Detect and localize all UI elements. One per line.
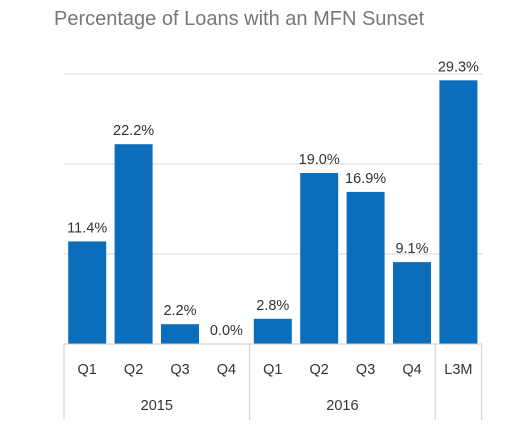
- bar: [114, 144, 153, 344]
- bar: [439, 80, 478, 345]
- category-label: Q3: [356, 362, 375, 378]
- data-label: 2.2%: [163, 303, 196, 319]
- data-label: 29.3%: [438, 59, 479, 75]
- bar: [68, 241, 107, 344]
- group-label: 2015: [141, 398, 173, 414]
- category-label: Q1: [78, 362, 97, 378]
- category-label: Q4: [217, 362, 236, 378]
- bar: [346, 191, 385, 344]
- data-label: 11.4%: [67, 220, 107, 236]
- bar: [161, 324, 199, 344]
- category-label: Q1: [263, 362, 282, 378]
- category-label: Q2: [310, 362, 329, 378]
- chart-title: Percentage of Loans with an MFN Sunset: [54, 8, 425, 30]
- bar: [253, 318, 292, 344]
- data-label: 19.0%: [299, 152, 340, 168]
- bar: [300, 173, 339, 344]
- data-label: 22.2%: [113, 123, 154, 139]
- data-label: 16.9%: [345, 171, 386, 187]
- data-label: 9.1%: [395, 241, 428, 257]
- bar: [393, 262, 431, 344]
- category-label: L3M: [444, 362, 472, 378]
- category-label: Q3: [170, 362, 189, 378]
- data-label: 2.8%: [256, 298, 289, 314]
- group-label: 2016: [326, 398, 358, 414]
- category-label: Q2: [124, 362, 143, 378]
- category-label: Q4: [402, 362, 421, 378]
- data-label: 0.0%: [210, 323, 243, 339]
